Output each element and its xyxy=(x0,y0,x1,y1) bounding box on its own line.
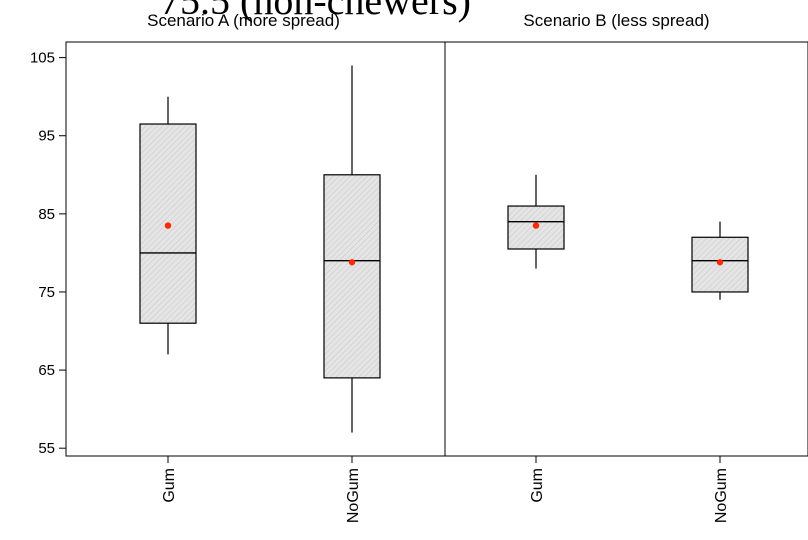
panel-b-nogum-mean-point xyxy=(716,259,724,266)
panel-a-nogum-mean-point xyxy=(348,259,356,266)
panel-b-nogum-category-label: NoGum xyxy=(713,468,730,523)
y-tick-label-95: 95 xyxy=(38,128,55,145)
y-tick-label-65: 65 xyxy=(38,362,55,379)
panel-b-gum-mean-point xyxy=(532,222,540,229)
panel-a-nogum-box xyxy=(323,174,381,379)
panel-a-gum-category-label: Gum xyxy=(161,468,178,503)
plot-frame xyxy=(65,41,808,457)
panel-title-a: Scenario A (more spread) xyxy=(147,11,340,30)
panel-b-gum-category-label: Gum xyxy=(529,468,546,503)
y-tick-label-105: 105 xyxy=(30,50,55,67)
panel-title-b: Scenario B (less spread) xyxy=(523,11,709,30)
panel-a-gum-mean-point xyxy=(164,222,172,229)
y-tick-label-85: 85 xyxy=(38,206,55,223)
y-tick-label-75: 75 xyxy=(38,284,55,301)
panel-a-nogum-category-label: NoGum xyxy=(345,468,362,523)
cut-off-title: 75.5 (non-chewers) xyxy=(160,0,471,23)
y-tick-label-55: 55 xyxy=(38,440,55,457)
